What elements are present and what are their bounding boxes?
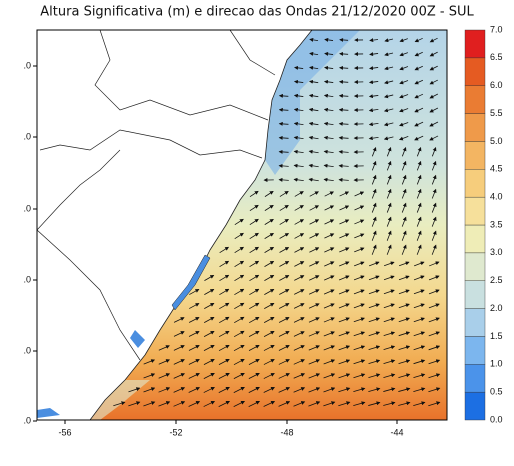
colorbar-label: 7.0 (490, 24, 503, 34)
y-tick-label: .0 (23, 415, 31, 425)
colorbar-cell (465, 169, 485, 197)
map (37, 30, 447, 420)
colorbar-label: 4.5 (490, 164, 503, 174)
colorbar-label: 0.0 (490, 414, 503, 424)
colorbar: 0.0 0.5 1.0 1.5 2.0 2.5 3.0 3.5 4.0 4.5 5.0 5.5 6.0 6… (465, 24, 503, 424)
y-axis: .0 .0 .0 .0 .0 .0 (23, 60, 37, 425)
colorbar-cell (465, 141, 485, 169)
colorbar-label: 3.0 (490, 247, 503, 257)
colorbar-label: 6.5 (490, 52, 503, 62)
colorbar-cell (465, 58, 485, 86)
colorbar-cell (465, 281, 485, 309)
x-tick-label: -56 (58, 427, 71, 437)
colorbar-label: 5.5 (490, 108, 503, 118)
colorbar-cell (465, 364, 485, 392)
colorbar-label: 4.0 (490, 192, 503, 202)
colorbar-cell (465, 114, 485, 142)
colorbar-cell (465, 30, 485, 58)
colorbar-label: 1.0 (490, 359, 503, 369)
colorbar-label: 0.5 (490, 387, 503, 397)
colorbar-label: 6.0 (490, 80, 503, 90)
colorbar-label: 5.0 (490, 136, 503, 146)
colorbar-cell (465, 225, 485, 253)
colorbar-cell (465, 336, 485, 364)
y-tick-label: .0 (23, 345, 31, 355)
colorbar-cell (465, 309, 485, 337)
colorbar-label: 2.5 (490, 275, 503, 285)
colorbar-cell (465, 197, 485, 225)
x-tick-label: -44 (390, 427, 403, 437)
y-tick-label: .0 (23, 203, 31, 213)
colorbar-label: 1.5 (490, 331, 503, 341)
x-tick-label: -48 (280, 427, 293, 437)
colorbar-cell (465, 392, 485, 420)
y-tick-label: .0 (23, 60, 31, 70)
title: Altura Significativa (m) e direcao das O… (40, 5, 474, 20)
colorbar-label: 3.5 (490, 219, 503, 229)
y-tick-label: .0 (23, 274, 31, 284)
colorbar-label: 2.0 (490, 303, 503, 313)
colorbar-cell (465, 253, 485, 281)
x-tick-label: -52 (169, 427, 182, 437)
colorbar-cell (465, 86, 485, 114)
x-axis: -56 -52 -48 -44 (58, 420, 403, 437)
y-tick-label: .0 (23, 131, 31, 141)
